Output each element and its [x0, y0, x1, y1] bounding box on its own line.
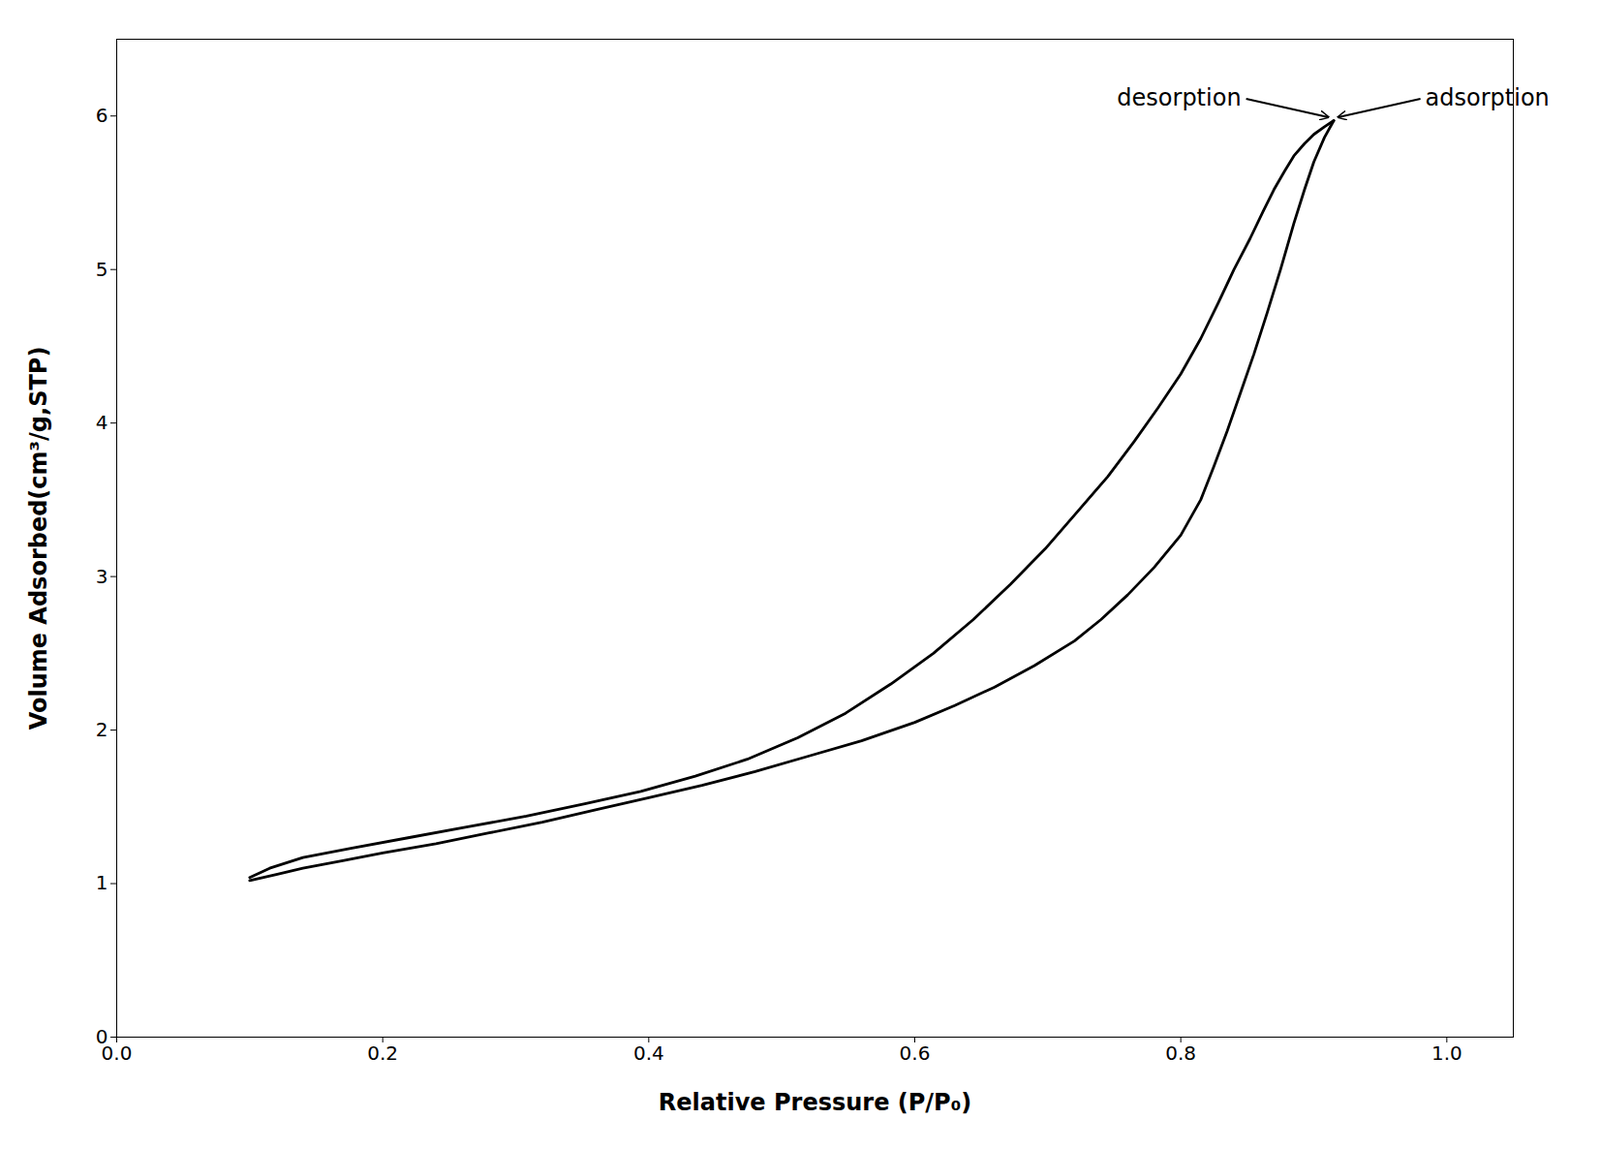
- svg-text:Relative Pressure (P/P₀): Relative Pressure (P/P₀): [658, 1088, 972, 1116]
- svg-text:2: 2: [95, 717, 109, 741]
- svg-text:0.8: 0.8: [1165, 1041, 1197, 1065]
- svg-text:Volume Adsorbed(cm³/g,STP): Volume Adsorbed(cm³/g,STP): [25, 346, 53, 731]
- svg-text:1.0: 1.0: [1431, 1041, 1463, 1065]
- svg-text:5: 5: [95, 257, 109, 281]
- svg-text:desorption: desorption: [1116, 84, 1241, 112]
- svg-text:4: 4: [95, 410, 109, 434]
- svg-text:0.0: 0.0: [101, 1041, 133, 1065]
- svg-text:3: 3: [95, 564, 109, 588]
- svg-text:0.4: 0.4: [633, 1041, 665, 1065]
- svg-text:6: 6: [95, 103, 109, 127]
- svg-text:adsorption: adsorption: [1425, 84, 1550, 112]
- svg-text:0.6: 0.6: [899, 1041, 931, 1065]
- svg-text:1: 1: [95, 870, 109, 894]
- svg-text:0.2: 0.2: [367, 1041, 399, 1065]
- svg-text:0: 0: [95, 1024, 108, 1048]
